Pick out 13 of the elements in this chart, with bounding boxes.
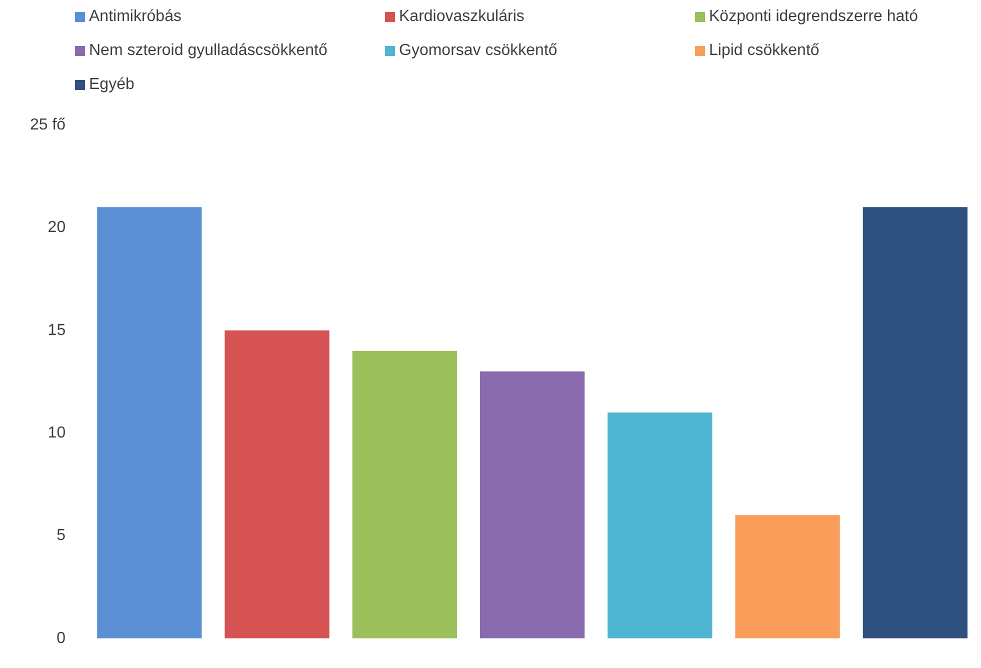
legend-label: Antimikróbás xyxy=(89,8,182,26)
y-tick-label: 15 xyxy=(48,322,66,339)
legend-label: Nem szteroid gyulladáscsökkentő xyxy=(89,42,328,60)
y-tick-label: 5 xyxy=(56,527,66,544)
legend-label: Egyéb xyxy=(89,76,134,94)
legend-label: Lipid csökkentő xyxy=(709,42,820,60)
legend-label: Gyomorsav csökkentő xyxy=(399,42,558,60)
y-tick-label: 25 fő xyxy=(30,116,66,134)
y-tick-label: 10 xyxy=(48,424,66,442)
y-tick-label: 20 xyxy=(48,219,66,236)
y-tick-label: 0 xyxy=(56,630,66,647)
legend-label: Kardiovaszkuláris xyxy=(399,8,524,26)
legend-label: Központi idegrendszerre ható xyxy=(709,8,918,26)
